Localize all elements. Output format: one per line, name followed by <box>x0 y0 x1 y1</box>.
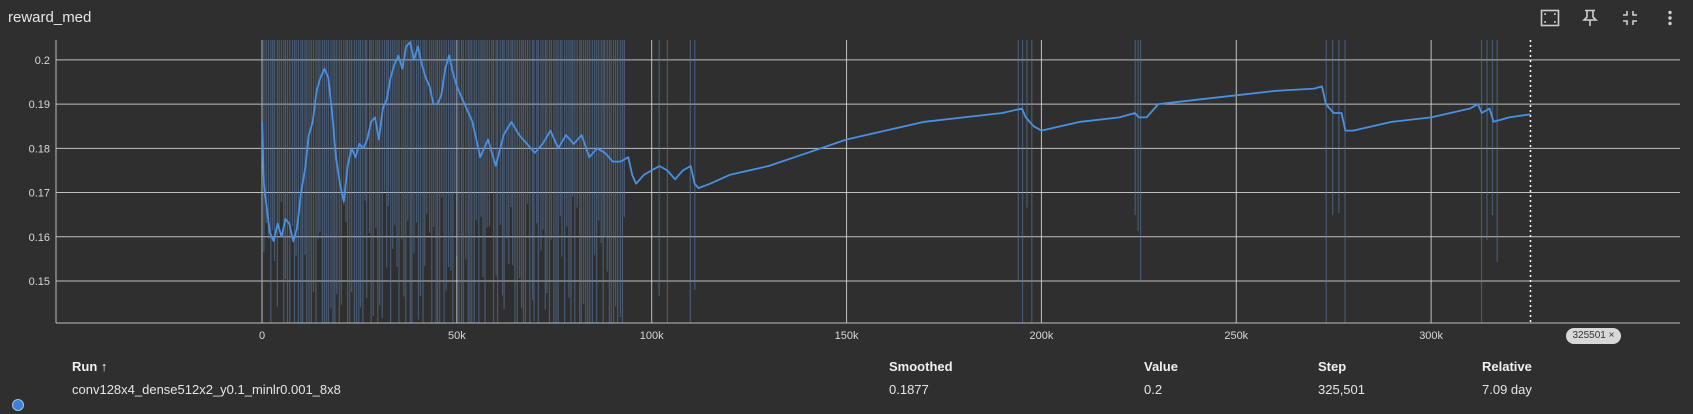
chart-title: reward_med <box>8 9 92 26</box>
x-tick-label: 150k <box>835 330 859 342</box>
raw-data-layer <box>261 40 1498 323</box>
y-tick-label: 0.16 <box>29 232 50 244</box>
chart-axes <box>55 40 1680 324</box>
table-header: Run ↑ Smoothed Value Step Relative <box>0 357 1693 377</box>
x-tick-labels: 0 50k 100k 150k 200k 250k 300k <box>259 330 1444 342</box>
x-tick-label: 300k <box>1419 330 1443 342</box>
run-color-dot[interactable] <box>12 399 24 411</box>
table-row[interactable]: conv128x4_dense512x2_y0.1_minlr0.001_8x8… <box>0 380 1693 400</box>
header-smoothed: Smoothed <box>889 359 953 374</box>
y-tick-labels: 0.15 0.16 0.17 0.18 0.19 0.2 <box>29 55 50 288</box>
relative-time: 7.09 day <box>1482 382 1532 397</box>
chart-toolbar <box>1535 4 1685 32</box>
x-tick-label: 200k <box>1029 330 1053 342</box>
more-options-button[interactable] <box>1655 4 1685 32</box>
more-vert-icon <box>1668 10 1672 26</box>
x-tick-label: 250k <box>1224 330 1248 342</box>
smoothed-value: 0.1877 <box>889 382 929 397</box>
step-value: 325,501 <box>1318 382 1365 397</box>
header-run[interactable]: Run ↑ <box>72 359 108 374</box>
series-line <box>261 41 1531 243</box>
header-relative: Relative <box>1482 359 1532 374</box>
y-tick-label: 0.2 <box>35 55 50 67</box>
x-tick-label: 0 <box>259 330 265 342</box>
pin-button[interactable] <box>1575 4 1605 32</box>
header-step: Step <box>1318 359 1347 374</box>
fit-domain-icon <box>1540 9 1560 27</box>
fit-domain-button[interactable] <box>1535 4 1565 32</box>
header-value: Value <box>1144 359 1178 374</box>
line-chart[interactable]: 0 50k 100k 150k 200k 250k 300k 0.150.160.170.1… <box>0 0 1693 350</box>
hover-step-badge[interactable]: 325501 × <box>1566 328 1621 344</box>
collapse-icon <box>1623 11 1637 25</box>
y-tick-label: 0.17 <box>29 188 50 200</box>
series-layer <box>261 41 1531 243</box>
run-name: conv128x4_dense512x2_y0.1_minlr0.001_8x8 <box>72 382 341 397</box>
raw-value: 0.2 <box>1144 382 1163 397</box>
pin-icon <box>1582 9 1598 26</box>
x-tick-label: 100k <box>640 330 664 342</box>
x-tick-label: 50k <box>448 330 466 342</box>
collapse-button[interactable] <box>1615 4 1645 32</box>
y-tick-label: 0.18 <box>29 143 50 155</box>
y-tick-label: 0.19 <box>29 99 50 111</box>
y-tick-label: 0.15 <box>29 276 50 288</box>
chart-grid <box>56 40 1680 323</box>
